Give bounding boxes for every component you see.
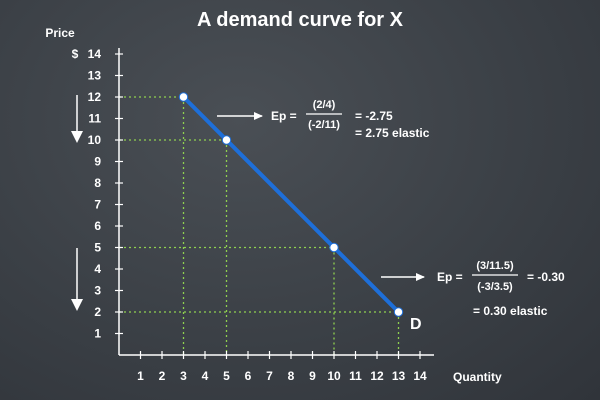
y-tick-label: 3 [94, 284, 101, 298]
annotation-denominator: (-3/3.5) [477, 281, 513, 293]
x-tick-label: 9 [309, 369, 316, 383]
series-layer [181, 95, 401, 314]
x-axis-ticks: 1 2 3 4 5 6 7 8 9 10 11 12 13 14 [137, 351, 427, 383]
x-tick-label: 11 [349, 369, 362, 383]
y-tick-label: 7 [94, 198, 101, 212]
x-tick-label: 3 [180, 369, 187, 383]
annotation-upper: Ep = (2/4) (-2/11) = -2.75 = 2.75 elasti… [217, 99, 430, 140]
annotation-note: = 2.75 elastic [355, 126, 430, 140]
data-point [178, 92, 189, 102]
annotation-note: = 0.30 elastic [473, 304, 548, 318]
x-tick-label: 8 [288, 369, 295, 383]
point-layer [178, 92, 404, 317]
annotation-result: = -2.75 [355, 109, 393, 123]
down-arrow-icon [71, 248, 83, 311]
y-tick-label: 9 [94, 155, 101, 169]
x-tick-label: 13 [392, 369, 406, 383]
y-tick-label: 10 [88, 133, 102, 147]
data-point [329, 242, 339, 253]
y-axis-unit: $ [72, 47, 79, 61]
demand-curve-line [181, 95, 401, 314]
annotation-lower: Ep = (3/11.5) (-3/3.5) = -0.30 = 0.30 el… [381, 260, 565, 318]
y-tick-label: 5 [94, 241, 101, 255]
x-tick-label: 4 [202, 369, 209, 383]
annotation-numerator: (3/11.5) [476, 260, 514, 272]
y-axis-label: Price [45, 26, 75, 40]
annotation-numerator: (2/4) [313, 99, 336, 111]
annotation-denominator: (-2/11) [308, 119, 340, 131]
guide-lines [119, 96, 400, 355]
x-tick-label: 2 [159, 369, 166, 383]
axes [118, 48, 434, 356]
x-tick-label: 1 [137, 369, 144, 383]
annotation-result: = -0.30 [527, 270, 565, 284]
data-point [393, 307, 404, 317]
y-tick-label: 12 [88, 90, 102, 104]
y-tick-label: 14 [88, 47, 102, 61]
x-tick-label: 12 [370, 369, 384, 383]
x-tick-label: 7 [266, 369, 273, 383]
y-tick-label: 2 [94, 305, 101, 319]
y-tick-label: 13 [88, 69, 102, 83]
annotation-prefix: Ep = [271, 109, 297, 123]
x-tick-label: 14 [413, 369, 427, 383]
data-point [221, 135, 232, 145]
y-tick-label: 11 [88, 112, 101, 126]
x-tick-label: 10 [327, 369, 341, 383]
y-tick-label: 1 [94, 327, 101, 341]
annotation-prefix: Ep = [437, 270, 463, 284]
y-tick-label: 4 [94, 262, 101, 276]
y-tick-label: 6 [94, 219, 101, 233]
curve-label: D [410, 316, 422, 333]
y-tick-label: 8 [94, 176, 101, 190]
down-arrow-icon [71, 95, 83, 143]
x-tick-label: 5 [223, 369, 230, 383]
x-axis-label: Quantity [453, 370, 502, 384]
x-tick-label: 6 [245, 369, 252, 383]
chart-title: A demand curve for X [197, 9, 404, 31]
